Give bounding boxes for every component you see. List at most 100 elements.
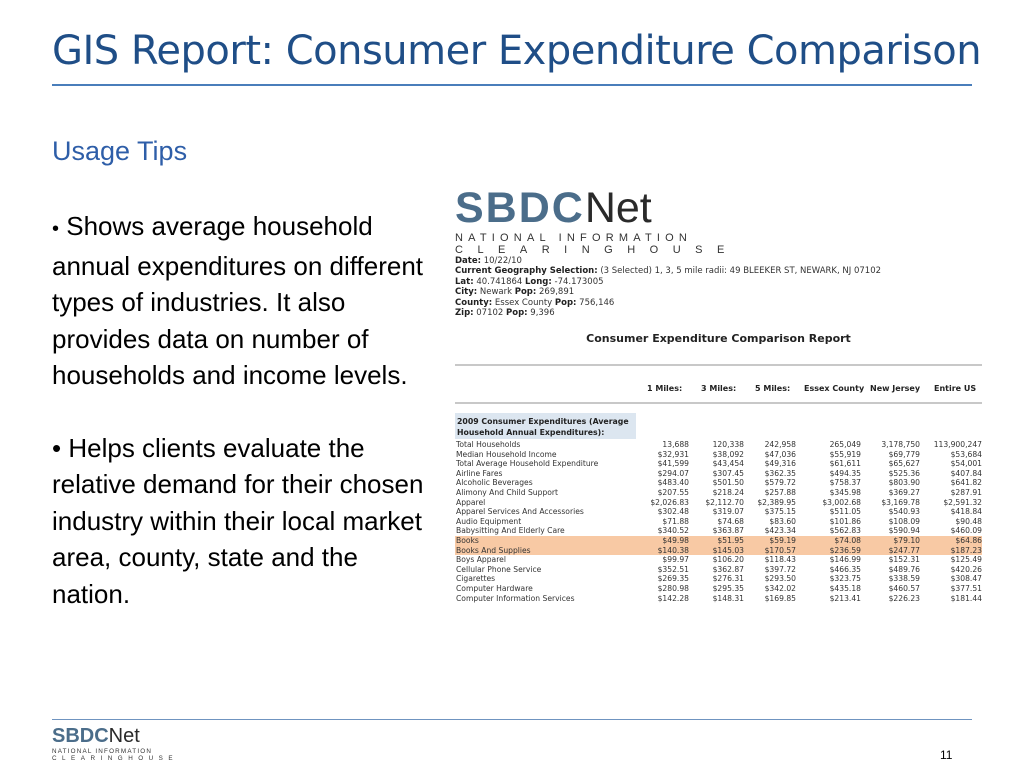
row-value: $65,627 <box>888 459 920 469</box>
slide-title: GIS Report: Consumer Expenditure Compari… <box>52 28 982 74</box>
table-row: Airline Fares $294.07 $307.45 $362.35 $494.3… <box>455 469 982 479</box>
row-value: $369.27 <box>888 487 920 497</box>
row-label: Total Average Household Expenditure <box>456 459 599 469</box>
row-value: $562.83 <box>829 526 861 536</box>
row-value: $90.48 <box>955 516 982 526</box>
row-value: $101.86 <box>829 516 861 526</box>
table-row: Median Household Income $32,931 $38,092 $47… <box>455 450 982 460</box>
row-value: $362.35 <box>764 468 796 478</box>
row-value: $407.84 <box>950 468 982 478</box>
row-value: $342.02 <box>764 583 796 593</box>
row-value: $83.60 <box>769 516 796 526</box>
meta-latlong: Lat: 40.741864 Long: -74.173005 <box>455 276 604 287</box>
usage-tips-list: • Shows average household annual expendi… <box>52 208 427 612</box>
row-value: $181.44 <box>950 593 982 603</box>
row-value: $377.51 <box>950 583 982 593</box>
row-label: Books And Supplies <box>456 545 531 555</box>
row-label: Boys Apparel <box>456 555 506 565</box>
bullet-text: Helps clients evaluate the relative dema… <box>52 432 424 609</box>
row-value: $32,931 <box>657 449 689 459</box>
table-row: Computer Information Services $142.28 $148… <box>455 594 982 604</box>
row-value: $287.91 <box>950 487 982 497</box>
row-label: Cigarettes <box>456 574 496 584</box>
bullet-item: • Helps clients evaluate the relative de… <box>52 430 427 613</box>
row-value: $362.87 <box>712 564 744 574</box>
row-value: 13,688 <box>662 440 689 449</box>
table-row: Books $49.98 $51.95 $59.19 $74.08 $79.10 $64.8… <box>455 535 982 546</box>
row-value: $308.47 <box>950 574 982 584</box>
row-label: Apparel <box>456 497 486 507</box>
row-value: $74.08 <box>834 535 861 545</box>
sbdcnet-logo: SBDCNet NATIONAL INFORMATION CLEARINGHOU… <box>455 187 739 257</box>
row-value: $803.90 <box>888 478 920 488</box>
row-value: $38,092 <box>712 449 744 459</box>
row-value: $108.09 <box>888 516 920 526</box>
row-value: $69,779 <box>888 449 920 459</box>
row-value: $375.15 <box>764 507 796 517</box>
table-row: Total Average Household Expenditure $41,5… <box>455 459 982 469</box>
row-value: $2,591.32 <box>943 497 982 507</box>
column-header-essex-county: Essex County <box>804 384 865 393</box>
row-value: $170.57 <box>764 545 796 555</box>
row-label: Alimony And Child Support <box>456 487 559 497</box>
row-value: 120,338 <box>712 440 744 449</box>
row-value: $71.88 <box>662 516 689 526</box>
row-value: $418.84 <box>950 507 982 517</box>
row-value: $148.31 <box>712 593 744 603</box>
row-value: $2,389.95 <box>757 497 796 507</box>
usage-tips-heading: Usage Tips <box>52 136 188 166</box>
row-value: $207.55 <box>657 487 689 497</box>
report-title: Consumer Expenditure Comparison Report <box>586 332 851 345</box>
row-value: $466.35 <box>829 564 861 574</box>
row-value: $47,036 <box>764 449 796 459</box>
row-value: 242,958 <box>764 440 796 449</box>
row-value: $501.50 <box>712 478 744 488</box>
row-label: Audio Equipment <box>456 516 522 526</box>
row-value: $54,001 <box>950 459 982 469</box>
row-value: $302.48 <box>657 507 689 517</box>
row-value: $295.35 <box>712 583 744 593</box>
table-row: Boys Apparel $99.97 $106.20 $118.43 $146.99 $… <box>455 555 982 565</box>
logo-tagline-1: NATIONAL INFORMATION <box>455 232 693 244</box>
row-value: $169.85 <box>764 593 796 603</box>
row-value: $79.10 <box>893 535 920 545</box>
row-value: $142.28 <box>657 593 689 603</box>
row-value: 265,049 <box>829 440 861 449</box>
row-value: $51.95 <box>717 535 744 545</box>
row-value: $319.07 <box>712 507 744 517</box>
report-rule-bottom <box>455 402 982 404</box>
row-value: $280.98 <box>657 583 689 593</box>
row-value: $276.31 <box>712 574 744 584</box>
row-value: $540.93 <box>888 507 920 517</box>
page-number: 11 <box>940 748 953 762</box>
row-value: $294.07 <box>657 468 689 478</box>
row-value: $118.43 <box>764 555 796 565</box>
row-label: Median Household Income <box>456 449 557 459</box>
row-value: $3,002.68 <box>822 497 861 507</box>
expenditure-table: Total Households 13,688 120,338 242,958 265,… <box>455 440 982 603</box>
row-value: $226.23 <box>888 593 920 603</box>
row-value: $293.50 <box>764 574 796 584</box>
table-row: Apparel Services And Accessories $302.48 $… <box>455 507 982 517</box>
row-value: $145.03 <box>712 545 744 555</box>
report-rule-top <box>455 364 982 366</box>
column-header-1-mile: 1 Miles: <box>647 384 683 393</box>
meta-date: Date: 10/22/10 <box>455 256 522 266</box>
column-header-new-jersey: New Jersey <box>870 384 921 393</box>
logo-sbdc: SBDC <box>455 184 585 232</box>
row-value: $187.23 <box>950 545 982 555</box>
table-row: Apparel $2,026.83 $2,112.70 $2,389.95 $3,002… <box>455 498 982 508</box>
bullet-text: Shows average household annual expenditu… <box>52 211 424 390</box>
bullet-item: • Shows average household annual expendi… <box>52 208 427 394</box>
section-heading: 2009 Consumer Expenditures (Average Hous… <box>455 413 636 439</box>
column-header-3-miles: 3 Miles: <box>701 384 737 393</box>
logo-tagline-2: CLEARINGHOUSE <box>455 244 739 256</box>
row-value: $99.97 <box>662 555 689 565</box>
table-row: Babysitting And Elderly Care $340.52 $363.… <box>455 526 982 536</box>
row-value: $2,026.83 <box>650 497 689 507</box>
row-value: $579.72 <box>764 478 796 488</box>
row-value: $152.31 <box>888 555 920 565</box>
row-value: $758.37 <box>829 478 861 488</box>
row-value: $2,112.70 <box>705 497 744 507</box>
row-value: $257.88 <box>764 487 796 497</box>
